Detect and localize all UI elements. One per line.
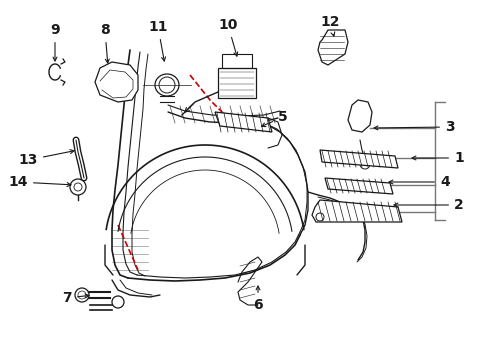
Polygon shape	[215, 112, 271, 132]
Text: 1: 1	[411, 151, 463, 165]
Bar	[218, 68, 256, 98]
Text: 4: 4	[388, 175, 449, 189]
Text: 5: 5	[261, 110, 287, 127]
Text: 14: 14	[8, 175, 71, 189]
Polygon shape	[325, 178, 392, 194]
Polygon shape	[95, 62, 138, 102]
Text: 7: 7	[62, 291, 89, 305]
Polygon shape	[317, 30, 347, 65]
Polygon shape	[311, 200, 401, 222]
Text: 13: 13	[19, 150, 74, 167]
Text: 8: 8	[100, 23, 110, 63]
Text: 10: 10	[218, 18, 237, 56]
Polygon shape	[319, 150, 397, 168]
Text: 2: 2	[393, 198, 463, 212]
Bar	[222, 54, 251, 68]
Polygon shape	[347, 100, 371, 132]
Text: 11: 11	[148, 20, 167, 61]
Text: 9: 9	[50, 23, 60, 61]
Text: 3: 3	[373, 120, 454, 134]
Text: 12: 12	[320, 15, 339, 36]
Text: 6: 6	[253, 286, 262, 312]
